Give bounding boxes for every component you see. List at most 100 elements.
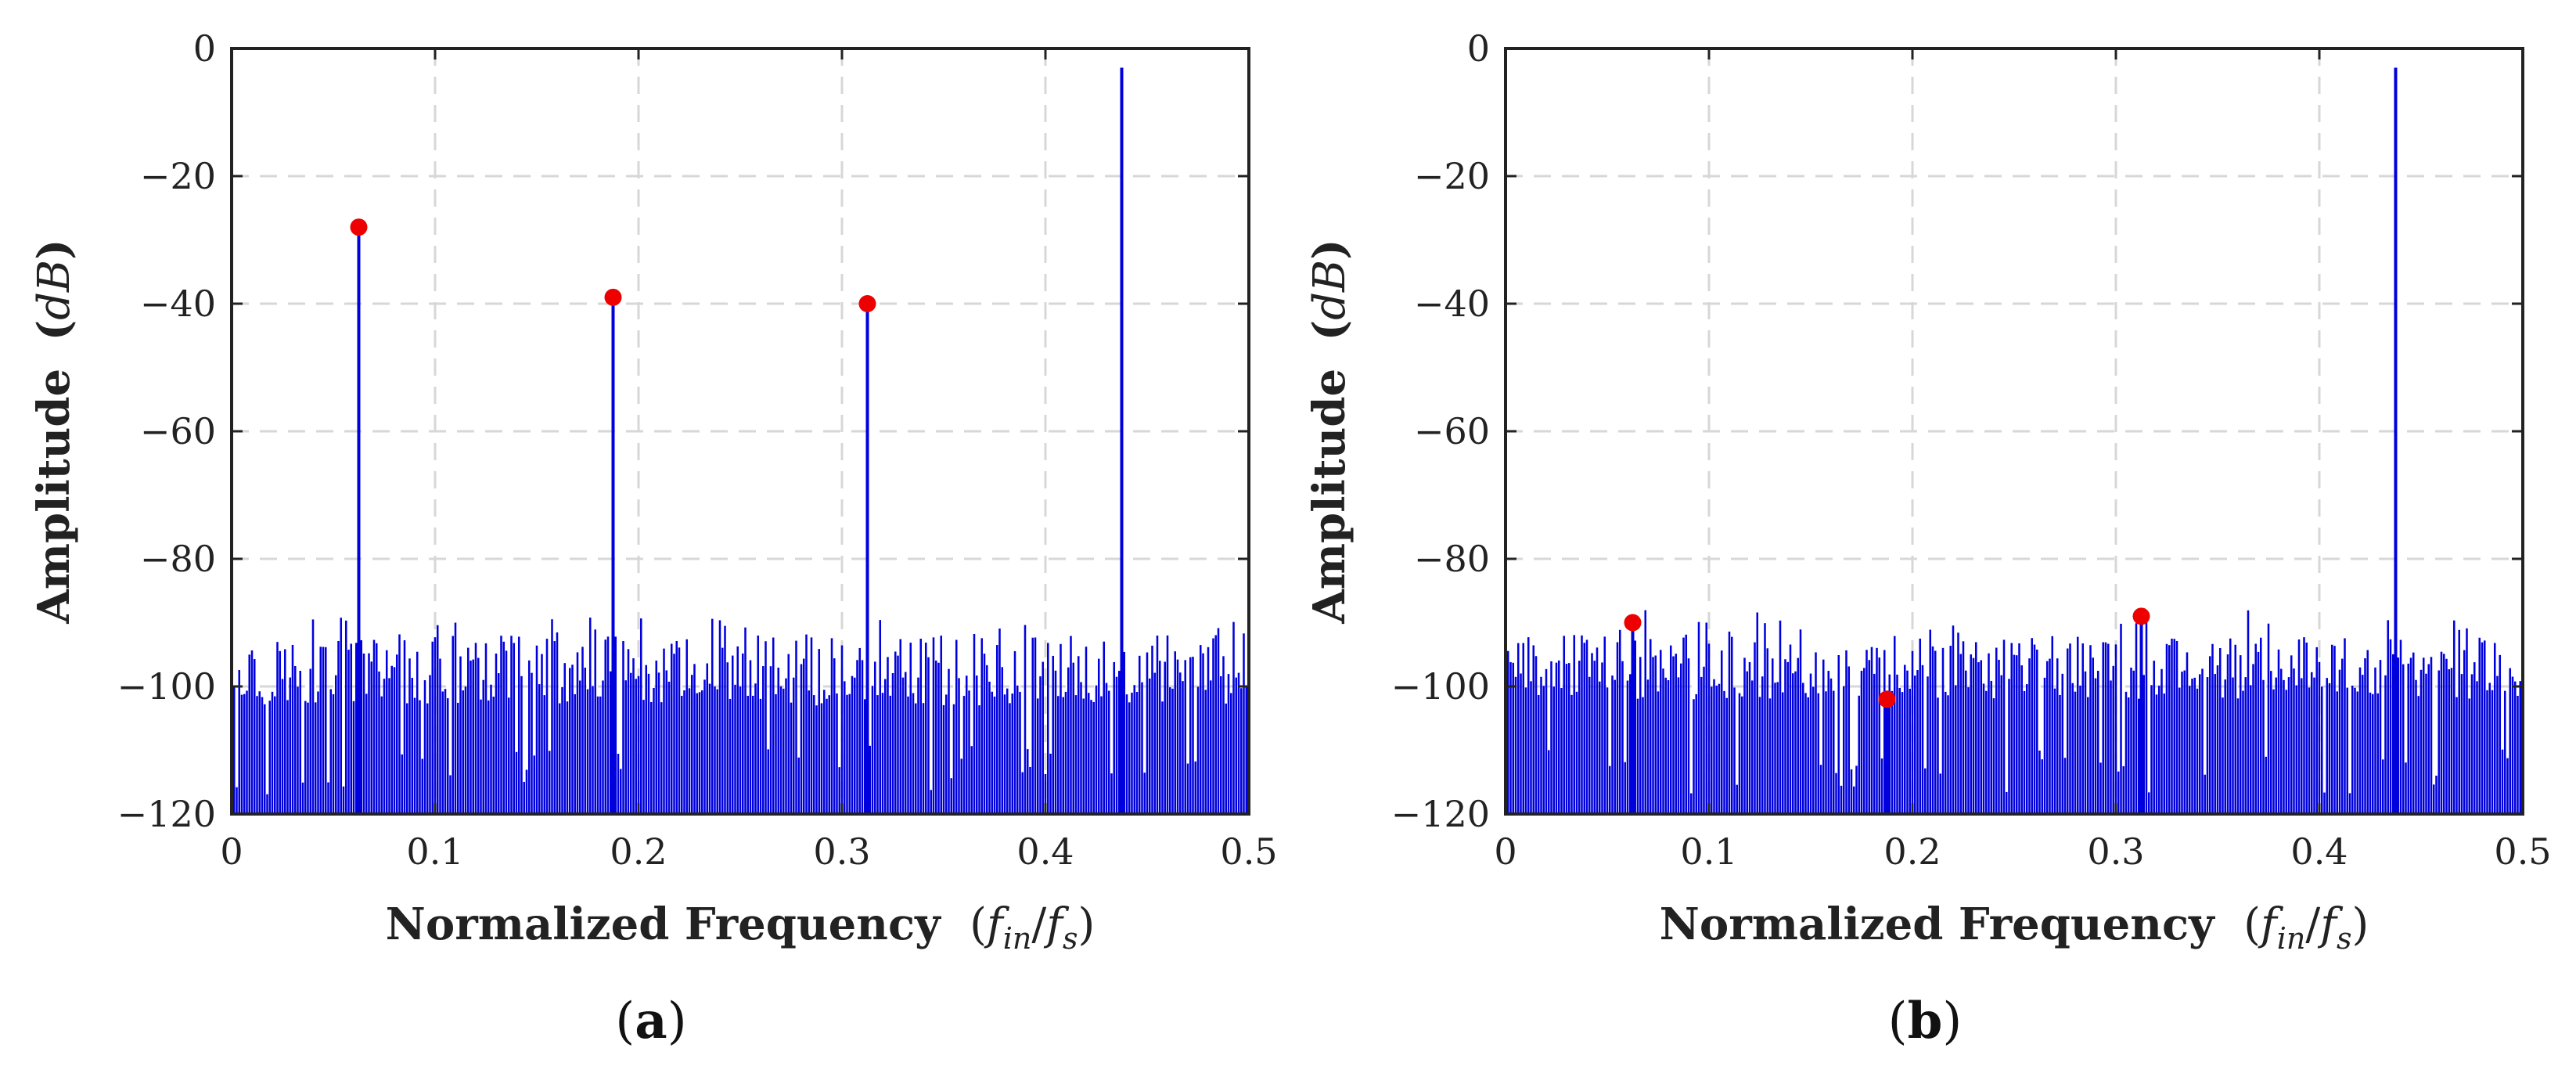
spectrum-bar bbox=[563, 663, 567, 814]
spectrum-bar bbox=[1103, 641, 1106, 814]
spectrum-bar bbox=[383, 679, 386, 814]
spectrum-bar bbox=[332, 693, 335, 814]
spectrum-bar bbox=[856, 660, 858, 814]
spectrum-bar bbox=[1819, 765, 1822, 814]
spectrum-bar bbox=[1962, 641, 1965, 814]
spectrum-bar bbox=[2096, 670, 2099, 814]
y-tick-label: −100 bbox=[117, 665, 216, 708]
spectrum-bar bbox=[622, 640, 624, 814]
spectrum-bar bbox=[800, 664, 803, 814]
spectrum-bar bbox=[617, 754, 620, 814]
spectrum-bar bbox=[1547, 750, 1550, 814]
spectrum-bar bbox=[2445, 658, 2448, 814]
spectrum-bar bbox=[2232, 677, 2234, 814]
spectrum-bar bbox=[2020, 665, 2024, 814]
spectrum-bar bbox=[2147, 792, 2150, 814]
spectrum-bar bbox=[810, 637, 813, 814]
spectrum-bar bbox=[871, 686, 874, 814]
spectrum-bar bbox=[2137, 698, 2140, 814]
spectrum-bar bbox=[1520, 673, 1522, 814]
spectrum-bar bbox=[1927, 676, 1929, 814]
spectrum-bar bbox=[398, 634, 401, 814]
spectrum-bar bbox=[584, 667, 587, 814]
spectrum-bar bbox=[1804, 693, 1807, 814]
spectrum-bar bbox=[2074, 691, 2077, 814]
spectrum-bar bbox=[1560, 688, 1563, 814]
spectrum-bar bbox=[1779, 620, 1782, 814]
spectrum-bar bbox=[1733, 687, 1736, 814]
spectrum-bar bbox=[944, 694, 948, 814]
spectrum-bar bbox=[380, 696, 383, 814]
spectrum-bar bbox=[995, 645, 998, 814]
spectrum-bar bbox=[2053, 688, 2056, 814]
spectrum-bar bbox=[980, 638, 984, 814]
spectrum-bar bbox=[792, 677, 795, 814]
spectrum-bar bbox=[311, 619, 315, 814]
spectrum-bar bbox=[2069, 643, 2071, 814]
spectrum-bar bbox=[1006, 688, 1009, 814]
y-tick-label: −100 bbox=[1391, 665, 1490, 708]
spectrum-bar bbox=[765, 641, 767, 814]
spectrum-bar bbox=[253, 659, 256, 814]
spectrum-bar bbox=[1896, 674, 1898, 814]
spectrum-bar bbox=[388, 678, 390, 814]
spectrum-bar bbox=[914, 703, 917, 814]
spectrum-bar bbox=[492, 697, 495, 814]
spectrum-bar bbox=[873, 661, 876, 814]
spectrum-bars bbox=[1504, 67, 2522, 814]
spectrum-bar bbox=[1776, 682, 1779, 814]
spectrum-bar bbox=[297, 686, 299, 814]
spectrum-bar bbox=[1184, 660, 1187, 814]
y-tick-labels: 0 −20 −40 −60 −80 −100 −120 bbox=[1391, 27, 1490, 835]
spectrum-bar bbox=[2488, 683, 2491, 814]
spectrum-bar bbox=[2104, 642, 2107, 814]
spectrum-bar bbox=[2242, 690, 2244, 814]
spectrum-bar bbox=[1128, 702, 1131, 814]
spectrum-bar bbox=[1087, 693, 1090, 814]
spectrum-bar bbox=[673, 654, 675, 814]
spectrum-bar bbox=[2051, 636, 2054, 814]
spectrum-bar bbox=[848, 693, 851, 814]
spectrum-bar bbox=[1740, 696, 1743, 814]
spectrum-bar bbox=[309, 668, 312, 814]
spectrum-bar bbox=[1105, 683, 1108, 814]
spectrum-bar bbox=[706, 663, 709, 814]
spectrum-bar bbox=[2173, 639, 2176, 814]
spectrum-bar bbox=[1245, 686, 1248, 814]
spectrum-bar bbox=[711, 618, 714, 814]
spectrum-bar bbox=[1689, 793, 1693, 814]
spectrum-bar bbox=[416, 651, 419, 814]
spectrum-bar bbox=[482, 679, 485, 814]
spectrum-bar bbox=[1026, 749, 1029, 814]
spectrum-bar bbox=[2430, 657, 2433, 814]
spectrum-bar bbox=[271, 691, 274, 814]
spectrum-bar bbox=[2387, 620, 2390, 814]
spectrum-bar bbox=[1125, 694, 1128, 814]
spectrum-bar bbox=[2340, 658, 2344, 814]
x-axis-title: Normalized Frequency (fin/fs) bbox=[386, 899, 1096, 956]
spectrum-bar bbox=[2165, 643, 2168, 814]
spectrum-bar bbox=[390, 665, 394, 814]
axis-ticks bbox=[230, 47, 1250, 816]
spectrum-bar bbox=[2412, 652, 2415, 814]
spectrum-bar bbox=[1064, 691, 1067, 814]
spectrum-bar bbox=[2038, 750, 2041, 814]
spectrum-bar bbox=[497, 673, 500, 814]
spectrum-bar bbox=[1545, 668, 1548, 814]
spectrum-bar bbox=[2086, 697, 2089, 814]
spectrum-bar bbox=[1791, 673, 1794, 814]
spectrum-bar bbox=[273, 696, 276, 814]
spectrum-bar bbox=[897, 655, 899, 814]
spectrum-bar bbox=[1100, 696, 1103, 814]
spectrum-bar bbox=[449, 775, 452, 814]
x-tick-label: 0.1 bbox=[1680, 830, 1737, 873]
spectrum-bar bbox=[645, 665, 648, 814]
spectrum-bar bbox=[2313, 677, 2315, 814]
spectrum-bar bbox=[1847, 666, 1851, 814]
spectrum-bar bbox=[459, 656, 462, 814]
spectrum-bar bbox=[2122, 765, 2125, 814]
spectrum-bar bbox=[370, 661, 373, 814]
spectrum-bar bbox=[978, 705, 980, 814]
spectrum-bar bbox=[1036, 698, 1039, 814]
spectrum-bar bbox=[1070, 636, 1072, 814]
